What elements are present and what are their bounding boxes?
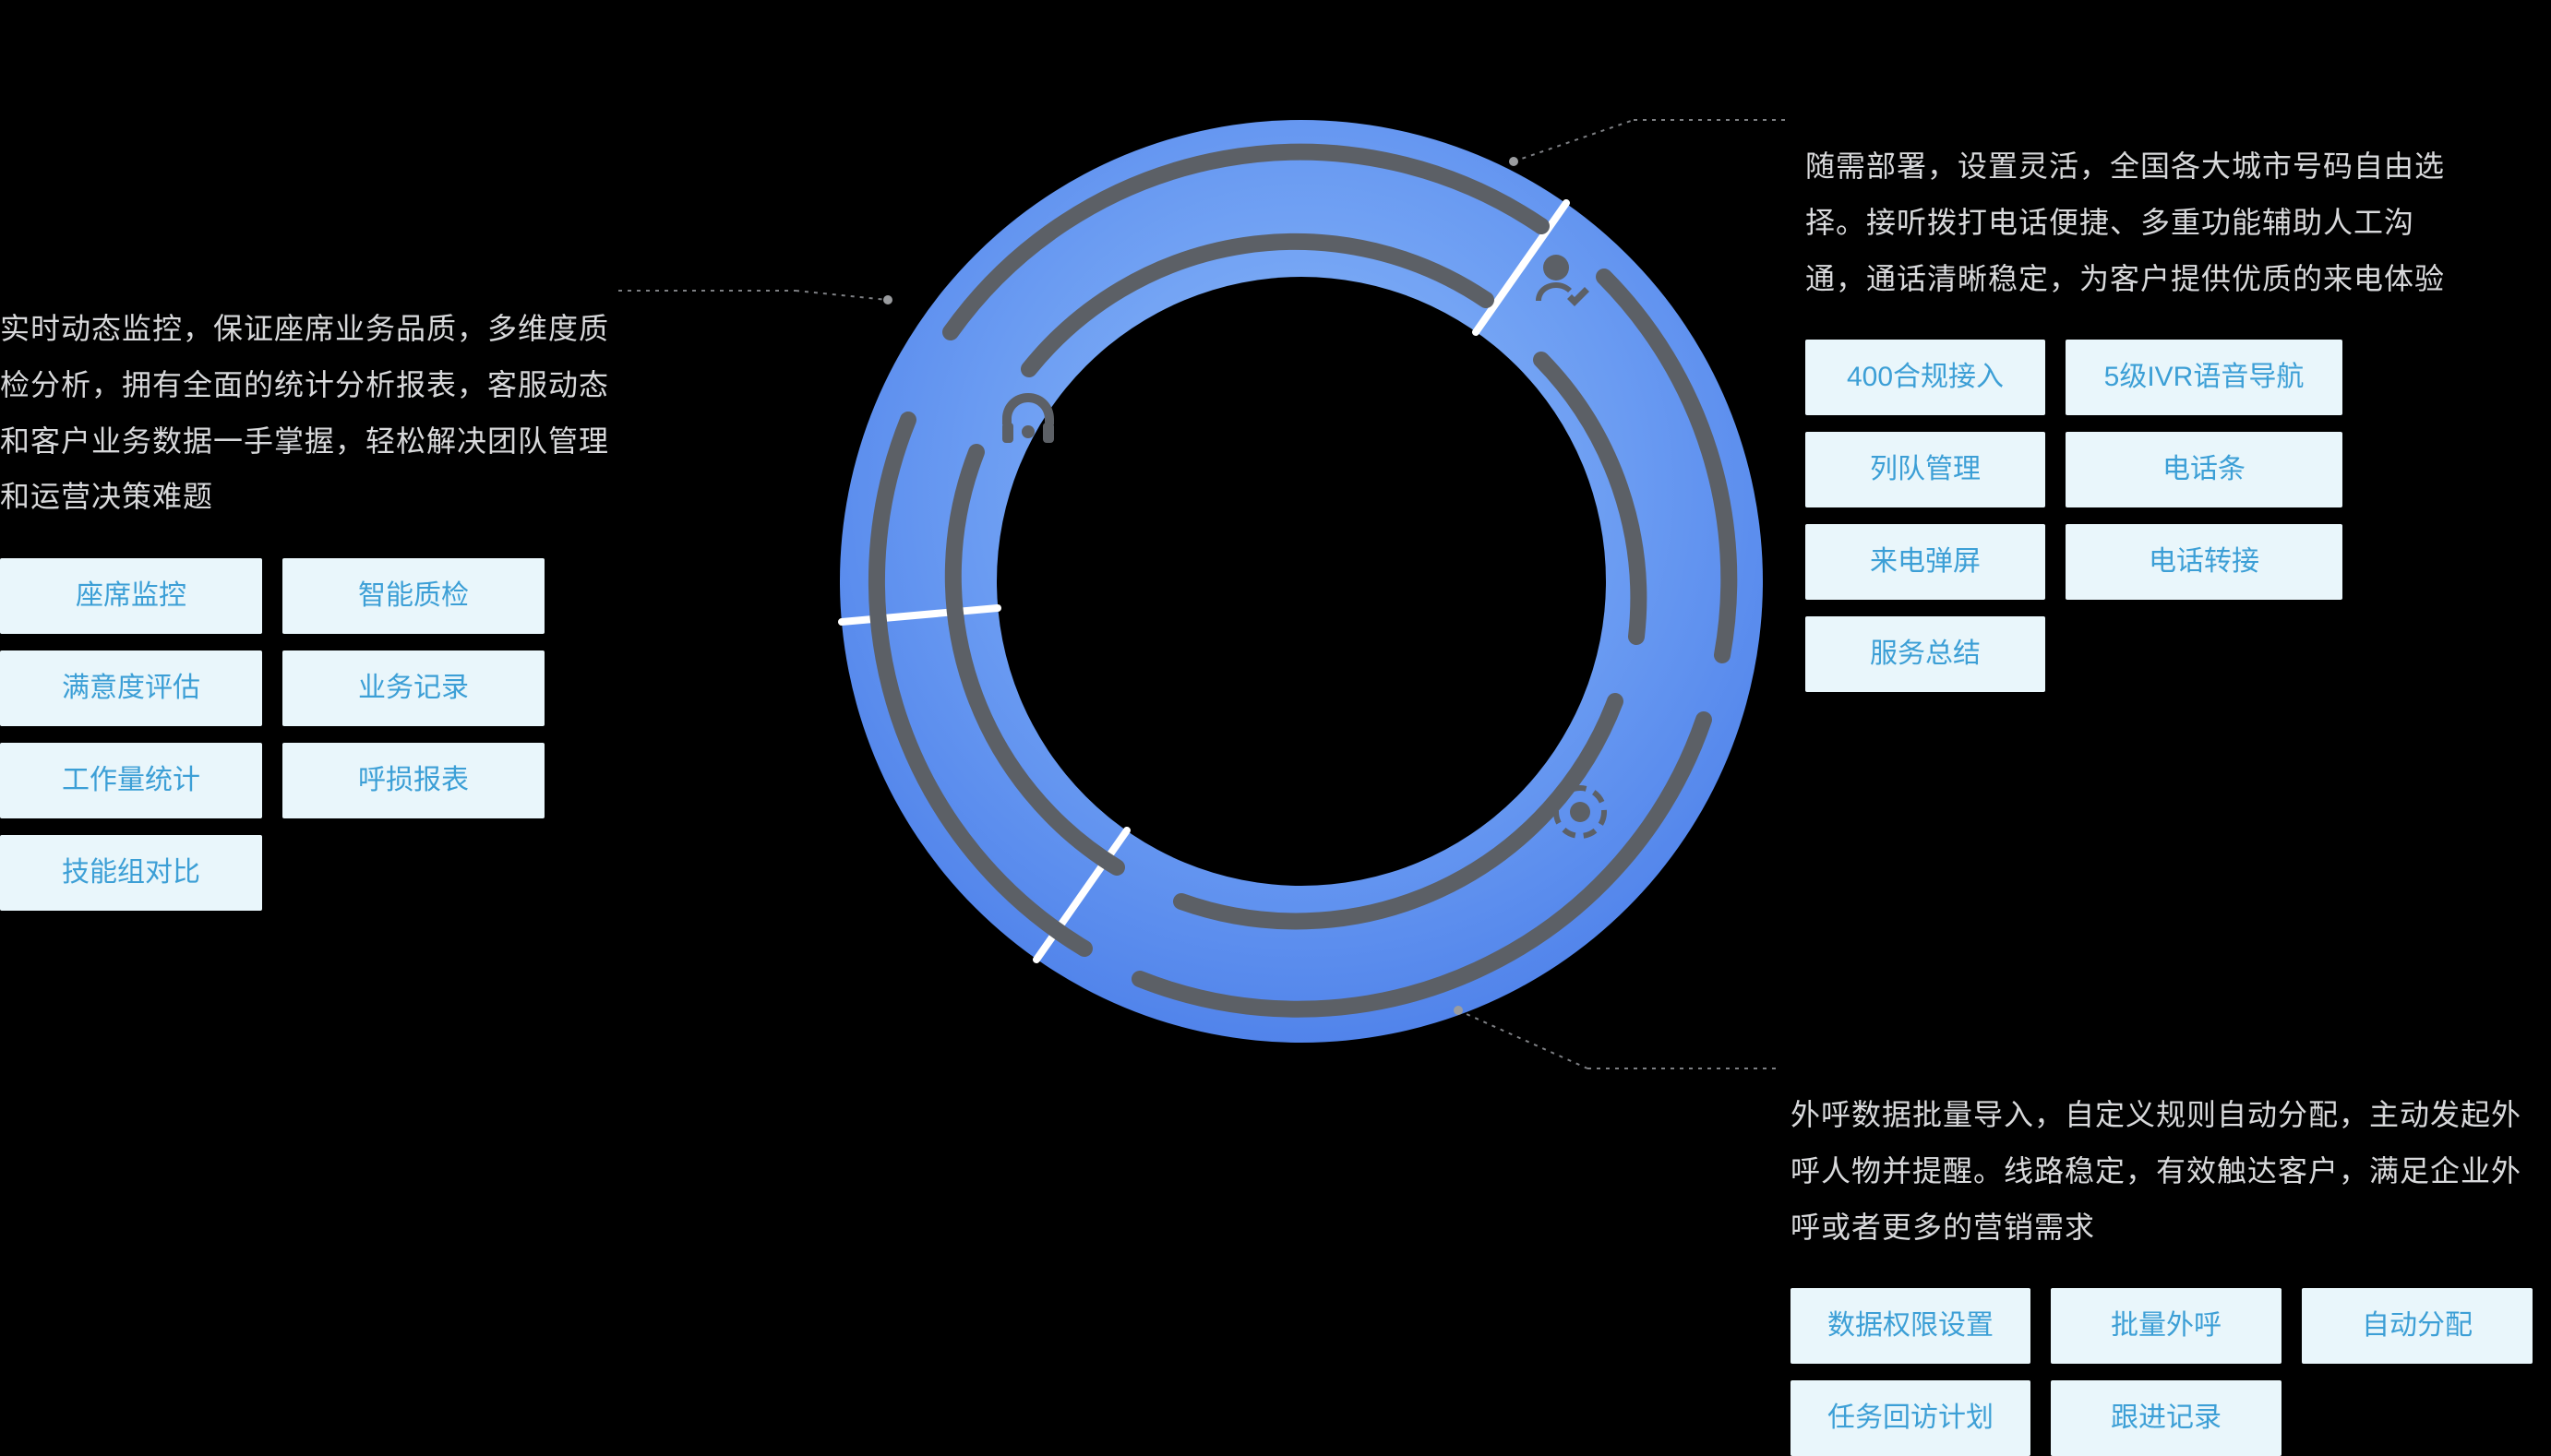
tag-item: 列队管理 [1805, 432, 2045, 507]
section-monitoring: 实时动态监控，保证座席业务品质，多维度质检分析，拥有全面的统计分析报表，客服动态… [0, 301, 637, 911]
tag-item: 呼损报表 [282, 743, 545, 818]
feature-ring [812, 92, 1790, 1070]
tag-item: 来电弹屏 [1805, 524, 2045, 600]
tag-item: 工作量统计 [0, 743, 262, 818]
section-outbound-tags: 数据权限设置 批量外呼 自动分配 任务回访计划 跟进记录 [1790, 1288, 2547, 1456]
section-outbound-desc: 外呼数据批量导入，自定义规则自动分配，主动发起外呼人物并提醒。线路稳定，有效触达… [1790, 1087, 2547, 1255]
tag-item: 电话转接 [2066, 524, 2342, 600]
tag-item: 400合规接入 [1805, 340, 2045, 415]
tag-item: 技能组对比 [0, 835, 262, 911]
tag-item: 智能质检 [282, 558, 545, 634]
section-monitoring-desc: 实时动态监控，保证座席业务品质，多维度质检分析，拥有全面的统计分析报表，客服动态… [0, 301, 637, 525]
tag-item: 电话条 [2066, 432, 2342, 507]
section-inbound-tags: 400合规接入 5级IVR语音导航 列队管理 电话条 来电弹屏 电话转接 服务总… [1805, 340, 2377, 692]
section-inbound-desc: 随需部署，设置灵活，全国各大城市号码自由选择。接听拨打电话便捷、多重功能辅助人工… [1805, 138, 2451, 306]
tag-item: 业务记录 [282, 650, 545, 726]
tag-item: 任务回访计划 [1790, 1380, 2030, 1456]
tag-item: 自动分配 [2302, 1288, 2533, 1364]
tag-item: 满意度评估 [0, 650, 262, 726]
tag-item: 服务总结 [1805, 616, 2045, 692]
section-inbound: 随需部署，设置灵活，全国各大城市号码自由选择。接听拨打电话便捷、多重功能辅助人工… [1805, 138, 2451, 692]
tag-item: 座席监控 [0, 558, 262, 634]
section-outbound: 外呼数据批量导入，自定义规则自动分配，主动发起外呼人物并提醒。线路稳定，有效触达… [1790, 1087, 2547, 1456]
tag-item: 5级IVR语音导航 [2066, 340, 2342, 415]
section-monitoring-tags: 座席监控 智能质检 满意度评估 业务记录 工作量统计 呼损报表 技能组对比 [0, 558, 563, 911]
tag-item: 跟进记录 [2051, 1380, 2282, 1456]
tag-item: 数据权限设置 [1790, 1288, 2030, 1364]
tag-item: 批量外呼 [2051, 1288, 2282, 1364]
